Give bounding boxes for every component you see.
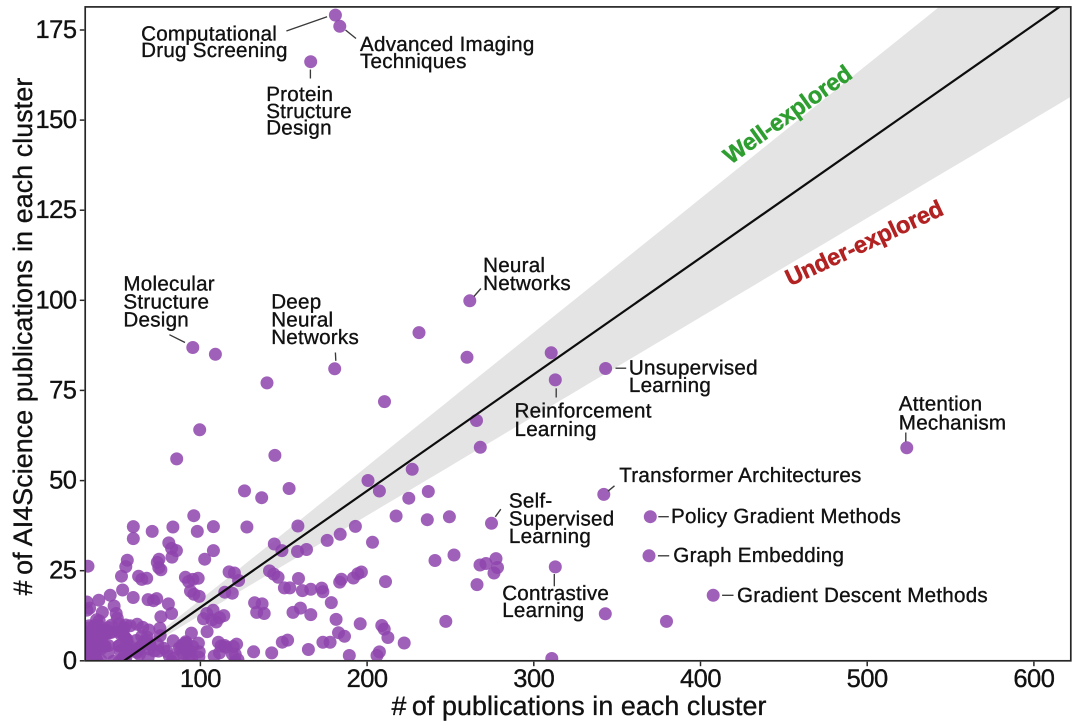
svg-text:Neural: Neural	[483, 254, 545, 277]
svg-text:Attention: Attention	[899, 392, 983, 415]
svg-text:Drug Screening: Drug Screening	[141, 39, 288, 62]
svg-text:300: 300	[513, 665, 554, 693]
svg-text:25: 25	[49, 557, 77, 585]
svg-text:0: 0	[63, 647, 77, 675]
svg-text:Contrastive: Contrastive	[502, 582, 609, 605]
svg-text:Design: Design	[123, 308, 189, 331]
svg-text:Neural: Neural	[271, 308, 333, 331]
svg-text:Mechanism: Mechanism	[899, 411, 1007, 434]
svg-text:Structure: Structure	[266, 100, 352, 123]
svg-text:175: 175	[35, 16, 76, 44]
svg-text:500: 500	[847, 665, 888, 693]
svg-text:Protein: Protein	[266, 83, 333, 106]
svg-text:100: 100	[35, 286, 76, 314]
svg-text:Gradient Descent Methods: Gradient Descent Methods	[737, 584, 988, 607]
svg-text:Policy Gradient Methods: Policy Gradient Methods	[671, 505, 901, 528]
svg-text:100: 100	[180, 665, 221, 693]
svg-text:150: 150	[35, 106, 76, 134]
svg-text:Computational: Computational	[141, 22, 277, 45]
svg-text:125: 125	[35, 196, 76, 224]
svg-text:Structure: Structure	[123, 290, 209, 313]
svg-text:Networks: Networks	[271, 326, 359, 349]
svg-text:Molecular: Molecular	[123, 273, 215, 296]
svg-text:75: 75	[49, 376, 77, 404]
svg-text:# of AI4Science publications i: # of AI4Science publications in each clu…	[8, 78, 38, 596]
svg-text:Learning: Learning	[502, 599, 584, 622]
svg-text:Deep: Deep	[271, 290, 321, 313]
svg-text:Learning: Learning	[629, 374, 711, 397]
svg-text:400: 400	[680, 665, 721, 693]
svg-text:Networks: Networks	[483, 272, 571, 295]
svg-text:Advanced Imaging: Advanced Imaging	[360, 33, 535, 56]
svg-text:Supervised: Supervised	[509, 508, 615, 531]
svg-text:Design: Design	[266, 117, 332, 140]
svg-text:Transformer Architectures: Transformer Architectures	[619, 464, 861, 487]
svg-text:# of publications in each clus: # of publications in each cluster	[391, 691, 766, 721]
svg-text:50: 50	[49, 467, 77, 495]
svg-text:Unsupervised: Unsupervised	[629, 356, 758, 379]
svg-text:Graph Embedding: Graph Embedding	[673, 544, 844, 567]
svg-text:Learning: Learning	[509, 525, 591, 548]
svg-text:Reinforcement: Reinforcement	[515, 400, 652, 423]
svg-text:Self-: Self-	[509, 490, 553, 513]
svg-text:Learning: Learning	[515, 418, 597, 441]
svg-text:600: 600	[1013, 665, 1054, 693]
svg-text:200: 200	[347, 665, 388, 693]
svg-text:Techniques: Techniques	[360, 50, 467, 73]
